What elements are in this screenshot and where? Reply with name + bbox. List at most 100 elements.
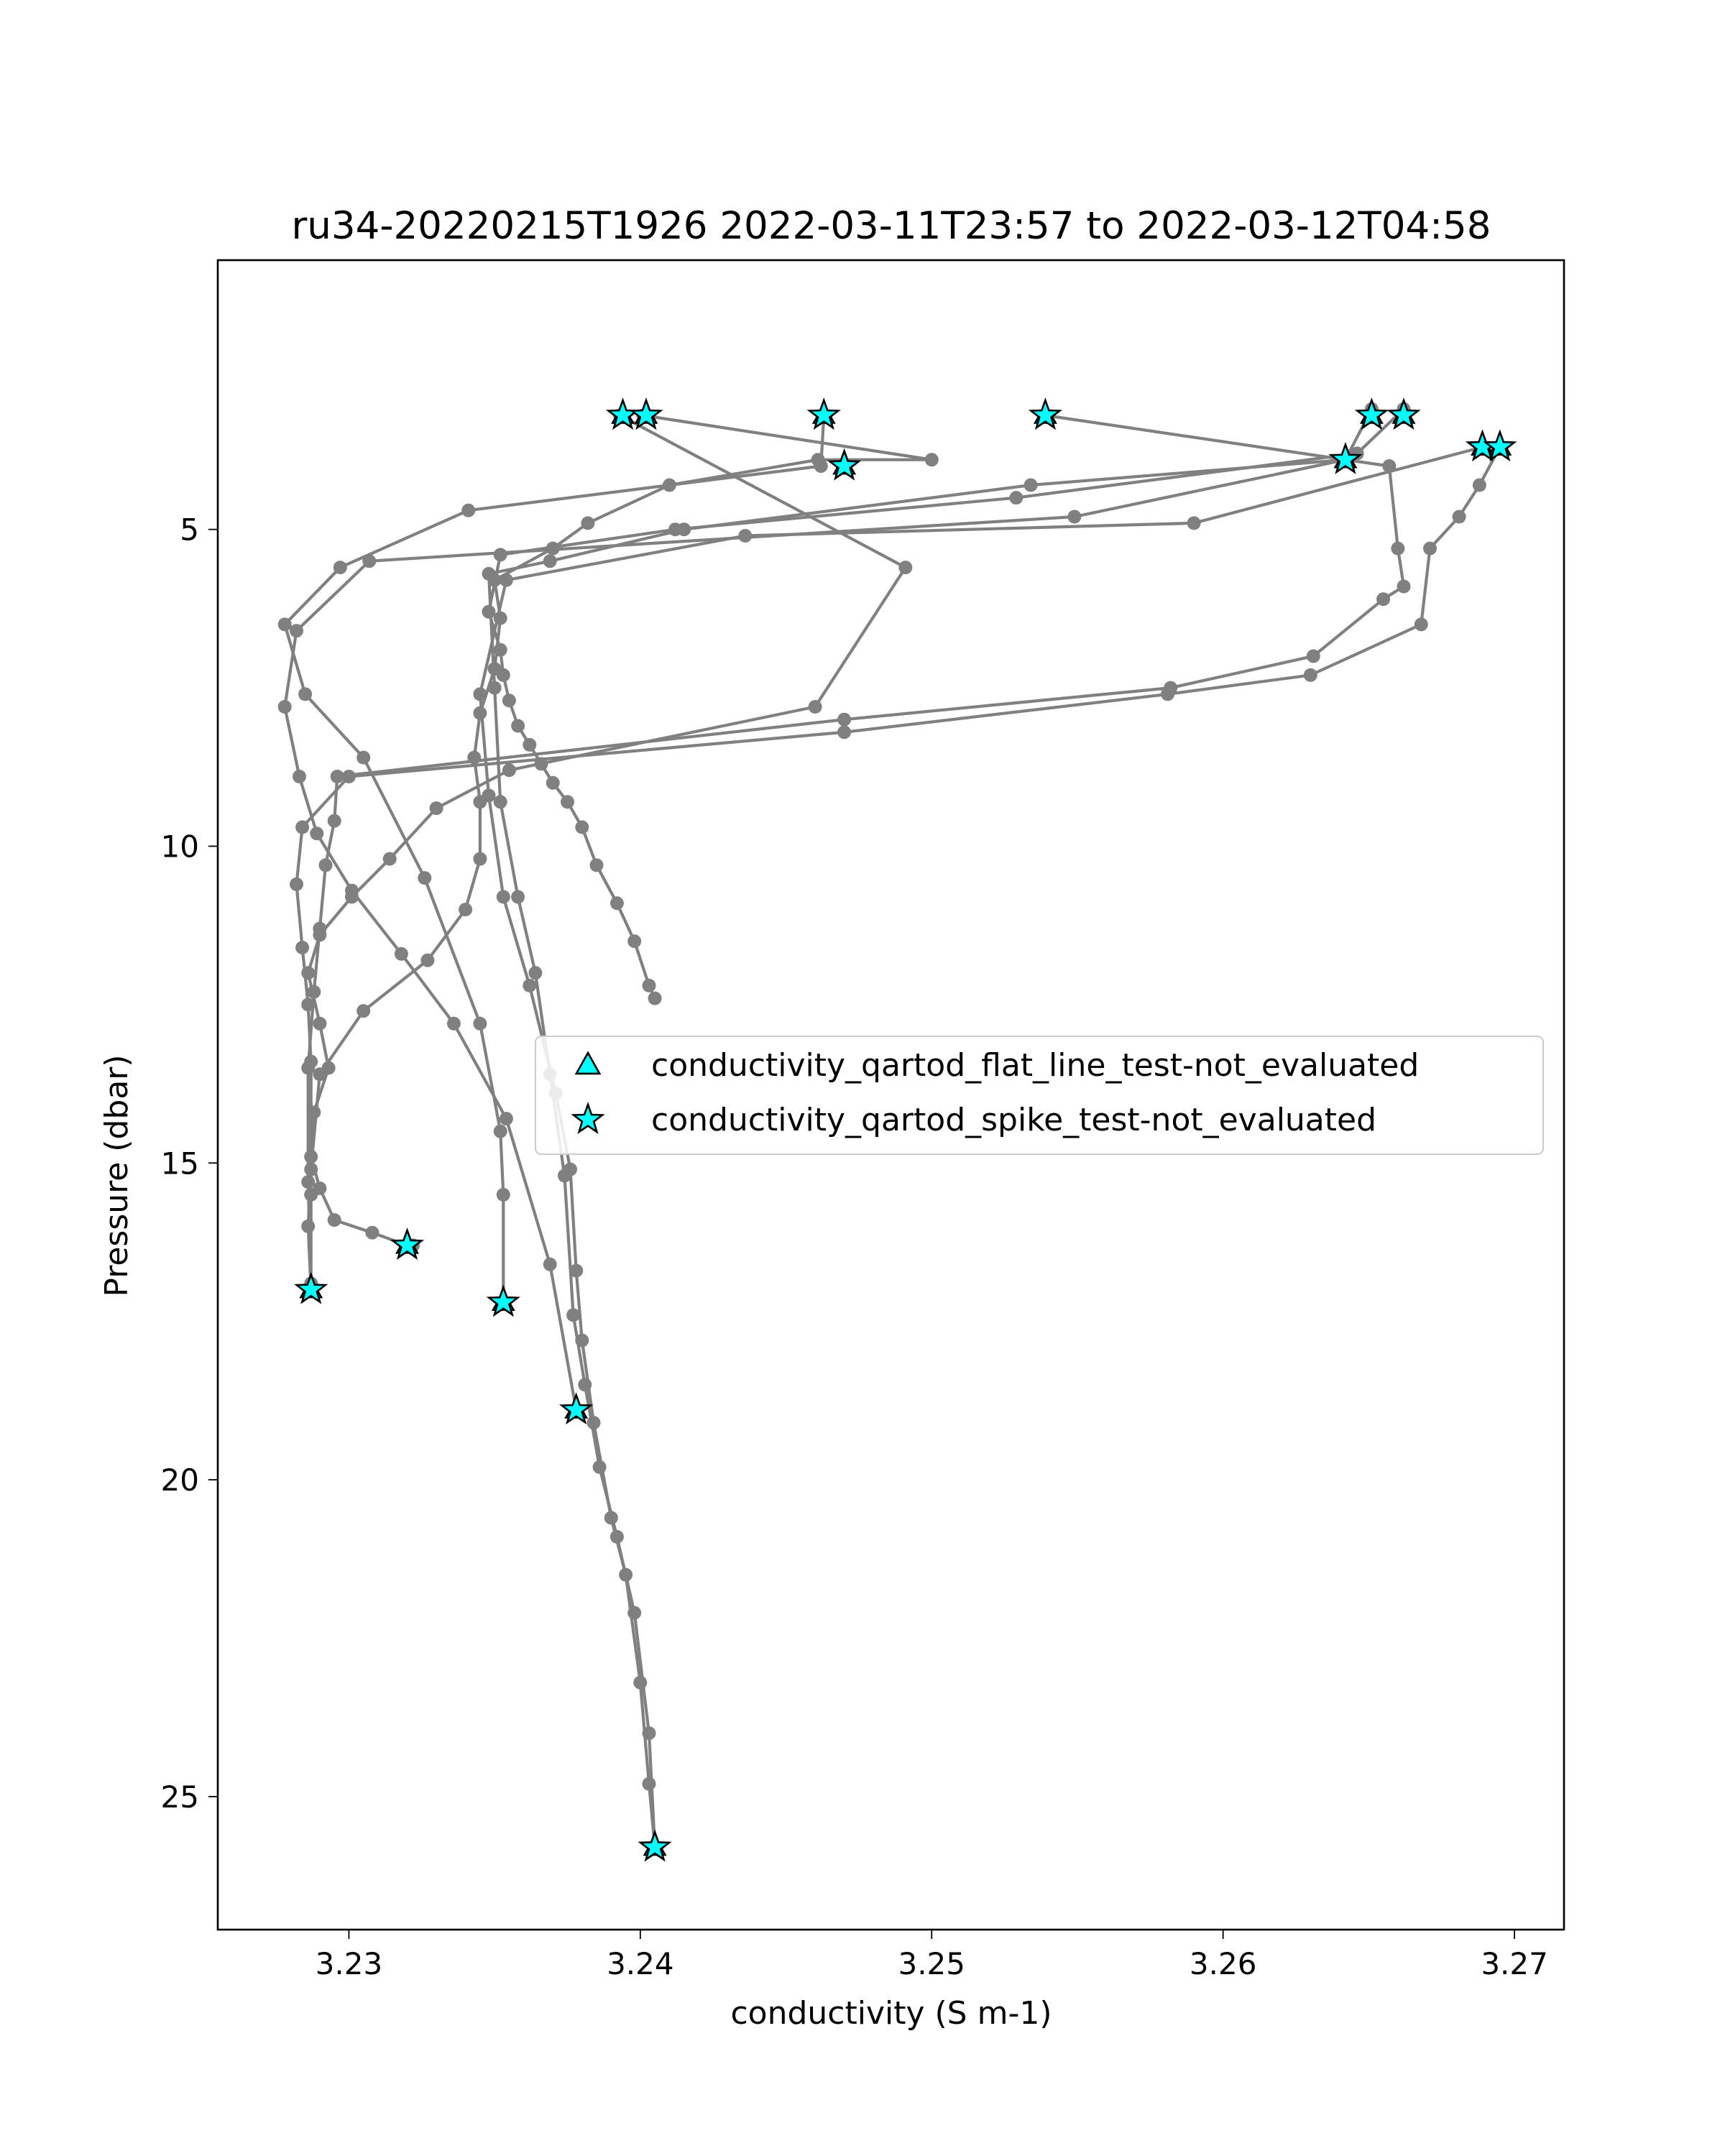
y-tick-label: 10 <box>161 829 199 864</box>
series-6-point <box>1009 491 1024 505</box>
series-2-point <box>356 1004 371 1018</box>
series-7-point <box>523 978 537 992</box>
series-4-point <box>543 1257 557 1271</box>
y-tick-label: 25 <box>161 1779 199 1815</box>
spike-flag-marker <box>559 1392 594 1425</box>
series-3-point <box>496 1187 510 1202</box>
legend: conductivity_qartod_flat_line_test-not_e… <box>535 1036 1544 1155</box>
legend-spike-marker <box>571 1102 605 1135</box>
series-9-point <box>1382 459 1397 473</box>
legend-frame <box>535 1036 1544 1155</box>
series-3-point <box>814 459 828 473</box>
series-1-point <box>382 852 397 866</box>
series-6-point <box>642 978 656 992</box>
series-1-point <box>313 1016 327 1031</box>
series-3-point <box>298 687 313 701</box>
x-tick-label: 3.25 <box>898 1946 965 1981</box>
series-3-point <box>493 1124 507 1138</box>
x-tick-label: 3.23 <box>316 1946 383 1981</box>
spike-flag-marker <box>629 397 663 430</box>
series-7-point <box>738 529 753 543</box>
x-tick-label: 3.27 <box>1481 1946 1548 1981</box>
spike-flag-marker <box>1028 397 1062 430</box>
series-6-line <box>487 407 1405 999</box>
series-5-point <box>511 890 525 904</box>
spike-flag-marker <box>827 448 862 481</box>
series-6-point <box>493 642 507 657</box>
series-8-point <box>837 725 852 740</box>
spike-flag-marker <box>1354 397 1389 430</box>
y-tick-label: 5 <box>180 512 199 548</box>
y-tick-label: 15 <box>161 1146 199 1181</box>
series-4-point <box>446 1016 461 1031</box>
series-8-point <box>1423 541 1437 556</box>
series-4-point <box>1067 510 1082 524</box>
series-8-point <box>295 820 310 834</box>
series-6-point <box>496 668 510 682</box>
series-6-point <box>561 795 574 809</box>
series-6-point <box>627 934 642 949</box>
x-axis: 3.23 3.24 3.25 3.26 3.27 <box>316 1930 1548 1981</box>
series-7-point <box>575 1333 589 1348</box>
series-7-point <box>569 1263 584 1278</box>
series-4-point <box>345 883 359 898</box>
spike-flag-marker <box>1483 429 1517 462</box>
series-1-point <box>898 561 913 575</box>
series-6-point <box>575 820 589 834</box>
series-7-point <box>642 1777 656 1791</box>
series-1-point <box>365 1225 380 1240</box>
series-9-point <box>1376 592 1391 607</box>
series-3-line <box>283 415 826 1303</box>
legend-flat-line-label: conductivity_qartod_flat_line_test-not_e… <box>651 1047 1419 1084</box>
series-7-point <box>564 1162 577 1176</box>
series-2-point <box>313 1067 327 1082</box>
series-9-point <box>1164 681 1178 695</box>
series-9-point <box>1397 579 1411 594</box>
series-8-point <box>1452 510 1466 524</box>
series-7-point <box>1187 516 1201 530</box>
series-7-point <box>604 1511 618 1525</box>
series-6-point <box>493 548 507 562</box>
spike-flag-marker <box>638 1829 672 1862</box>
spike-flag-marker <box>294 1271 328 1304</box>
series-8-point <box>1472 478 1486 492</box>
series-2-point <box>420 953 435 967</box>
series-4-point <box>290 624 303 638</box>
spike-flag-marker <box>486 1284 520 1317</box>
series-1-point <box>327 1213 341 1227</box>
x-tick-label: 3.24 <box>607 1946 674 1981</box>
series-1-point <box>808 700 822 714</box>
series-8-point <box>295 941 310 954</box>
series-5-point <box>493 795 507 809</box>
series-9-point <box>318 858 333 872</box>
series-2-point <box>924 453 939 467</box>
series-6-point <box>482 604 496 619</box>
series-6-point <box>668 522 682 537</box>
plot-area <box>277 397 1517 1862</box>
series-4-point <box>362 554 377 568</box>
y-axis: 5 10 15 20 25 <box>161 512 218 1815</box>
series-5-point <box>487 681 502 695</box>
series-4-point <box>394 946 408 961</box>
series-3-point <box>418 871 432 885</box>
series-7-point <box>499 573 513 587</box>
series-8-point <box>304 1187 318 1202</box>
spike-flag-marker <box>1328 441 1363 474</box>
series-7-point <box>482 788 496 803</box>
series-3-point <box>461 503 476 517</box>
spike-flag-marker <box>806 397 841 430</box>
series-2-point <box>473 852 487 866</box>
series-3-point <box>277 617 292 632</box>
series-9-point <box>301 1175 316 1189</box>
series-4-line <box>283 413 1348 1411</box>
series-6-point <box>648 991 662 1005</box>
y-tick-label: 20 <box>161 1462 199 1498</box>
series-9-point <box>1306 649 1320 663</box>
series-2-point <box>459 903 473 917</box>
series-9-point <box>307 985 321 999</box>
series-5-point <box>528 966 543 980</box>
x-tick-label: 3.26 <box>1190 1946 1257 1981</box>
series-2-point <box>581 516 595 530</box>
series-9-line <box>306 458 1406 1284</box>
